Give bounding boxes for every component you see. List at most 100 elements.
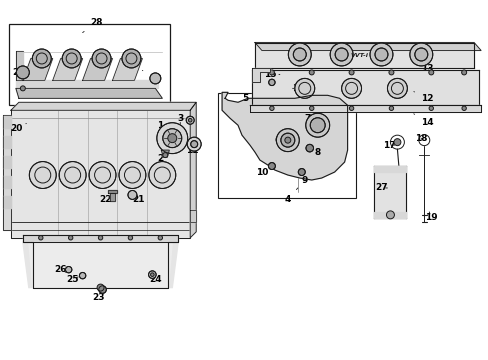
Text: 8: 8: [309, 148, 320, 157]
Text: 20: 20: [11, 123, 26, 133]
Polygon shape: [254, 42, 480, 50]
Polygon shape: [3, 196, 11, 208]
Circle shape: [294, 78, 314, 98]
Text: 30: 30: [142, 71, 161, 83]
Circle shape: [148, 162, 175, 189]
Text: 22: 22: [99, 195, 112, 204]
Circle shape: [280, 133, 294, 147]
Circle shape: [188, 118, 192, 122]
Circle shape: [98, 235, 102, 240]
Text: 19: 19: [424, 212, 437, 222]
Circle shape: [157, 123, 187, 154]
Circle shape: [309, 106, 313, 111]
Circle shape: [68, 235, 73, 240]
Polygon shape: [251, 71, 478, 105]
Polygon shape: [16, 88, 162, 98]
Polygon shape: [374, 166, 406, 218]
Circle shape: [285, 137, 290, 143]
Circle shape: [97, 284, 104, 291]
Polygon shape: [161, 150, 169, 157]
Circle shape: [268, 163, 275, 170]
Circle shape: [17, 66, 29, 79]
Circle shape: [349, 106, 353, 111]
Text: 13: 13: [411, 60, 433, 73]
Polygon shape: [254, 42, 473, 68]
Circle shape: [293, 48, 305, 61]
Polygon shape: [82, 58, 112, 80]
Circle shape: [20, 86, 25, 91]
Circle shape: [186, 116, 194, 124]
Circle shape: [163, 129, 182, 148]
Text: 11: 11: [185, 145, 198, 154]
Circle shape: [39, 235, 43, 240]
Polygon shape: [23, 235, 178, 242]
Polygon shape: [374, 166, 406, 172]
Circle shape: [158, 235, 162, 240]
Circle shape: [190, 141, 197, 148]
Text: 12: 12: [413, 91, 433, 103]
Text: 26: 26: [54, 265, 67, 274]
Text: 10: 10: [255, 166, 271, 176]
Circle shape: [409, 43, 432, 66]
Polygon shape: [112, 58, 142, 80]
Text: 23: 23: [92, 289, 104, 302]
Circle shape: [305, 113, 329, 137]
Circle shape: [428, 70, 433, 75]
Circle shape: [269, 106, 274, 111]
Circle shape: [334, 48, 347, 61]
Circle shape: [305, 144, 313, 152]
Circle shape: [32, 49, 51, 68]
Circle shape: [128, 190, 137, 199]
Circle shape: [268, 79, 275, 86]
Circle shape: [62, 49, 81, 68]
Circle shape: [369, 43, 392, 66]
Polygon shape: [108, 190, 117, 193]
Text: 14: 14: [413, 114, 433, 127]
Circle shape: [148, 271, 156, 278]
Circle shape: [187, 137, 201, 151]
Polygon shape: [249, 105, 480, 112]
Circle shape: [309, 118, 325, 133]
Circle shape: [92, 49, 111, 68]
Circle shape: [308, 70, 314, 75]
Polygon shape: [29, 242, 172, 288]
Text: 27: 27: [374, 184, 387, 193]
Text: 6: 6: [274, 136, 285, 145]
Polygon shape: [16, 50, 23, 80]
Polygon shape: [53, 58, 82, 80]
Circle shape: [428, 106, 432, 111]
Polygon shape: [3, 116, 11, 128]
Circle shape: [329, 43, 352, 66]
Circle shape: [89, 162, 116, 189]
Circle shape: [288, 43, 310, 66]
Circle shape: [29, 162, 56, 189]
Circle shape: [163, 153, 167, 158]
Polygon shape: [11, 102, 196, 110]
Circle shape: [99, 286, 106, 293]
Text: 29: 29: [13, 68, 28, 77]
Text: 4: 4: [284, 188, 297, 204]
Polygon shape: [3, 115, 11, 230]
Circle shape: [298, 168, 305, 176]
Text: 24: 24: [149, 275, 162, 284]
Text: 17: 17: [382, 141, 395, 150]
Circle shape: [167, 134, 176, 143]
Polygon shape: [110, 193, 115, 201]
Circle shape: [269, 70, 274, 75]
Text: 16: 16: [291, 84, 304, 93]
Circle shape: [276, 129, 299, 152]
Polygon shape: [190, 210, 196, 222]
Text: 1: 1: [157, 121, 168, 138]
Text: 25: 25: [66, 275, 79, 284]
Text: 28: 28: [82, 18, 102, 32]
Polygon shape: [374, 212, 406, 218]
Text: 9: 9: [301, 172, 307, 185]
Text: 15: 15: [263, 70, 279, 79]
Circle shape: [414, 48, 427, 61]
Circle shape: [59, 162, 86, 189]
Circle shape: [374, 48, 387, 61]
Text: 21: 21: [132, 195, 144, 204]
Text: 2: 2: [157, 154, 163, 163]
Circle shape: [128, 235, 132, 240]
Circle shape: [388, 70, 393, 75]
